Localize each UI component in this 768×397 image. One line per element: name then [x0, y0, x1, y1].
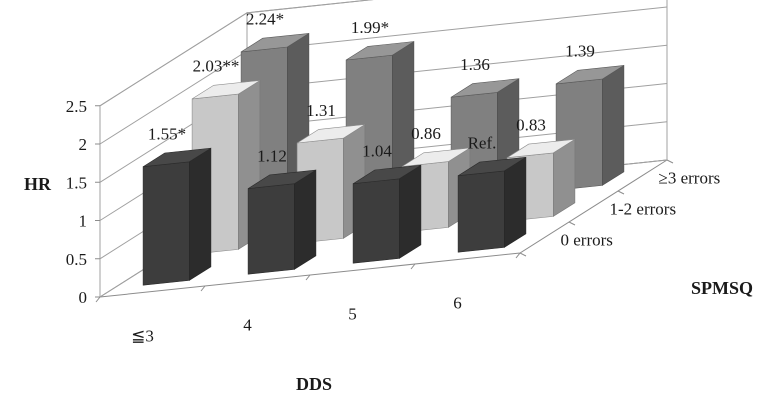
bar [352, 164, 422, 264]
y-tick-label: 1.5 [66, 173, 87, 192]
x-tick-mark [515, 252, 521, 259]
depth-tick-mark [568, 221, 576, 226]
bar-top-face [240, 33, 310, 53]
x-axis-title: DDS [296, 374, 332, 394]
series-label: ≥3 errors [659, 169, 721, 188]
x-tick-mark [305, 274, 311, 281]
bar-front-face [142, 161, 190, 286]
data-label: 0.86 [411, 124, 441, 143]
bar-side-face [503, 156, 527, 248]
x-tick-label: 4 [243, 316, 252, 335]
depth-axis-title: SPMSQ [691, 278, 753, 298]
data-label: 2.03** [193, 57, 240, 76]
bar-front-face [352, 178, 400, 264]
bar-top-face [247, 169, 317, 189]
y-axis-title: HR [24, 174, 52, 194]
series-label: 1-2 errors [610, 200, 677, 219]
bar-top-face [555, 65, 625, 85]
bar-side-face [601, 64, 625, 186]
depth-tick-mark [617, 190, 625, 195]
bar-top-face [450, 78, 520, 98]
x-tick-mark [200, 285, 206, 292]
bar-front-face [457, 170, 505, 253]
bar-top-face [506, 139, 576, 158]
bar-top-face [345, 41, 415, 61]
bar-top-face [191, 80, 261, 100]
data-label: 2.24* [246, 10, 284, 29]
x-tick-label: ≦3 [131, 327, 154, 346]
bar-side-face [189, 147, 212, 281]
x-tick-mark [410, 263, 416, 270]
series-label: 0 errors [561, 231, 613, 250]
y-tick-label: 1 [79, 212, 88, 231]
data-label: Ref. [468, 134, 497, 153]
x-tick-mark [95, 296, 101, 303]
bar-top-face [142, 147, 212, 167]
y-tick-label: 0.5 [66, 250, 87, 269]
x-tick-label: 5 [348, 305, 357, 324]
bar [457, 156, 527, 253]
data-label: 1.99* [351, 18, 389, 37]
bar-top-face [352, 164, 422, 184]
bar-front-face [247, 183, 295, 275]
data-label: 1.55* [148, 124, 186, 143]
data-label: 1.31 [306, 101, 336, 120]
depth-tick-mark [666, 159, 674, 164]
depth-tick-mark [519, 252, 527, 257]
bar-side-face [398, 164, 422, 259]
x-tick-label: 6 [453, 294, 462, 313]
gridline [99, 0, 374, 107]
data-label: 1.36 [460, 55, 490, 74]
bar-side-face [293, 169, 317, 270]
data-label: 1.04 [362, 141, 392, 160]
data-label: 1.39 [565, 42, 595, 61]
bar [142, 147, 212, 286]
bar-top-face [401, 147, 471, 167]
y-tick-label: 2.5 [66, 97, 87, 116]
y-tick-label: 2 [79, 135, 88, 154]
bar-top-face [457, 157, 527, 176]
label-layer: 0 0.5 1 1.5 2 2.5 ≦3 4 5 6 0 errors 1-2 errors ≥3 er… [66, 10, 720, 346]
data-label: 0.83 [516, 116, 546, 135]
bar-top-face [296, 124, 366, 144]
y-tick-label: 0 [79, 288, 88, 307]
bar-layer [142, 32, 625, 286]
data-label: 1.12 [257, 146, 287, 165]
bar [247, 169, 317, 275]
